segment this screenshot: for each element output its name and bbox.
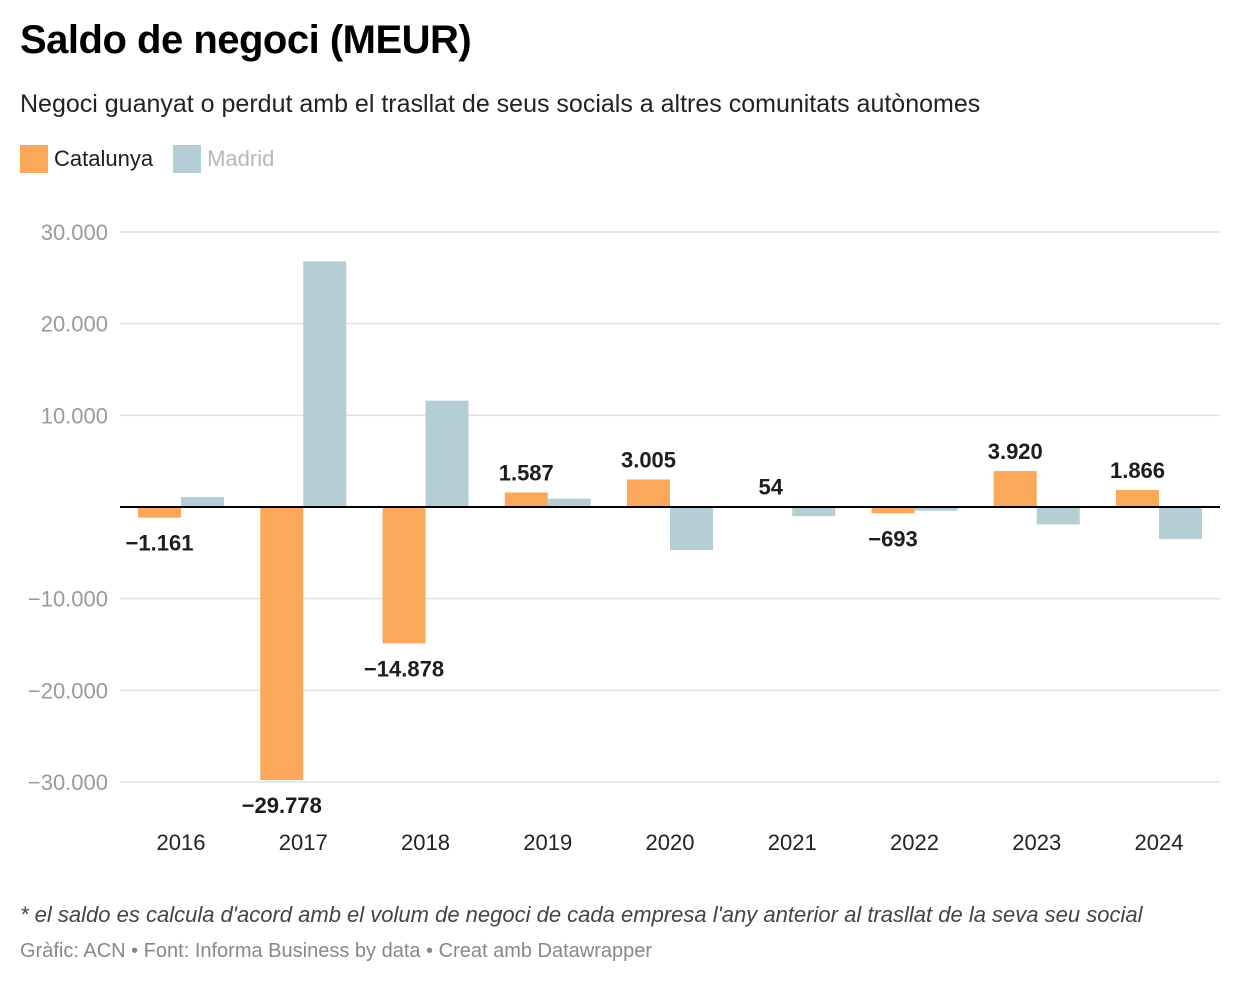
bar-catalunya-2022 — [871, 507, 915, 514]
x-tick-label: 2016 — [157, 830, 206, 855]
y-tick-label: 10.000 — [41, 403, 108, 428]
bar-catalunya-2020 — [627, 479, 670, 507]
bar-madrid-2023 — [1036, 507, 1080, 525]
bar-chart: 30.000 20.000 10.000 −10.000 −20.000 −30.000 −… — [28, 220, 1220, 855]
bar-madrid-2016 — [181, 496, 224, 507]
x-tick-label: 2023 — [1012, 830, 1061, 855]
data-label-2021: 54 — [759, 475, 784, 500]
data-label-2019: 1.587 — [499, 460, 554, 485]
data-label-2023: 3.920 — [988, 439, 1043, 464]
bar-madrid-2020 — [670, 507, 713, 551]
x-tick-label: 2024 — [1135, 830, 1184, 855]
bar-catalunya-2024 — [1116, 489, 1159, 507]
bar-catalunya-2019 — [504, 492, 548, 507]
y-tick-label: 30.000 — [41, 220, 108, 245]
y-tick-label: −30.000 — [28, 770, 108, 795]
bar-madrid-2018 — [425, 400, 469, 507]
bar-catalunya-2016 — [138, 507, 181, 518]
data-label-2024: 1.866 — [1110, 458, 1165, 483]
legend: Catalunya Madrid — [20, 145, 274, 173]
credits: Gràfic: ACN • Font: Informa Business by … — [20, 940, 653, 962]
y-tick-label: −20.000 — [28, 678, 108, 703]
data-label-2017: −29.778 — [242, 793, 322, 818]
y-tick-label: 20.000 — [41, 312, 108, 337]
legend-item-madrid[interactable]: Madrid — [173, 145, 274, 173]
footnote: * el saldo es calcula d'acord amb el vol… — [20, 902, 1143, 927]
legend-item-catalunya[interactable]: Catalunya — [20, 145, 153, 173]
bar-catalunya-2023 — [993, 471, 1037, 507]
data-label-2020: 3.005 — [621, 447, 676, 472]
y-tick-label: −10.000 — [28, 587, 108, 612]
legend-label-madrid: Madrid — [207, 146, 275, 171]
data-label-2018: −14.878 — [364, 656, 444, 681]
bar-catalunya-2017 — [260, 507, 304, 780]
x-tick-label: 2019 — [523, 830, 572, 855]
bar-madrid-2022 — [914, 507, 958, 511]
legend-label-catalunya: Catalunya — [54, 146, 154, 171]
legend-swatch-catalunya — [20, 145, 48, 173]
x-tick-label: 2017 — [279, 830, 328, 855]
x-tick-label: 2021 — [768, 830, 817, 855]
bar-madrid-2021 — [792, 507, 836, 517]
x-tick-label: 2018 — [401, 830, 450, 855]
bar-madrid-2024 — [1159, 507, 1202, 540]
x-tick-label: 2022 — [890, 830, 939, 855]
chart-title: Saldo de negoci (MEUR) — [20, 18, 472, 62]
x-tick-label: 2020 — [646, 830, 695, 855]
bar-catalunya-2018 — [382, 507, 426, 644]
bar-madrid-2019 — [547, 498, 591, 507]
chart-subtitle: Negoci guanyat o perdut amb el trasllat … — [20, 90, 981, 118]
legend-swatch-madrid — [173, 145, 202, 173]
data-label-2016: −1.161 — [126, 531, 194, 556]
data-label-2022: −693 — [868, 526, 918, 551]
bar-madrid-2017 — [303, 261, 347, 507]
